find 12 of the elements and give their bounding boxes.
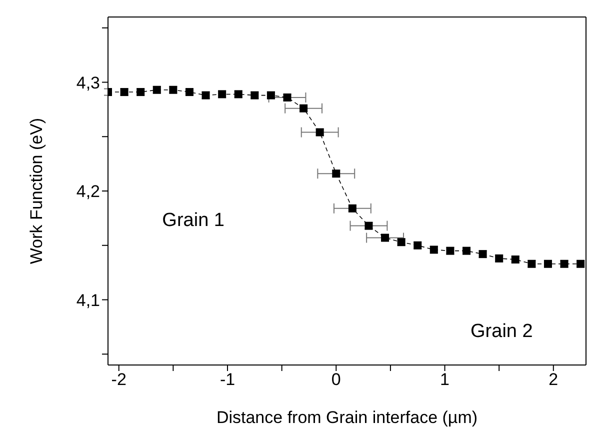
x-tick-label: -2	[111, 370, 126, 390]
x-tick-label: 0	[331, 370, 341, 390]
annotation: Grain 2	[470, 321, 533, 344]
x-tick-label: 1	[440, 370, 450, 390]
y-tick-label: 4,3	[76, 73, 100, 92]
y-tick-label: 4,2	[76, 182, 100, 202]
annotation: Grain 1	[162, 210, 224, 232]
x-tick-label: -1	[220, 370, 236, 390]
y-axis-title: Work Function (eV)	[27, 118, 46, 264]
y-tick-label: 4,1	[76, 290, 100, 310]
x-tick-label: 2	[548, 370, 558, 390]
x-axis-title: Distance from Grain interface (µm)	[216, 408, 478, 427]
